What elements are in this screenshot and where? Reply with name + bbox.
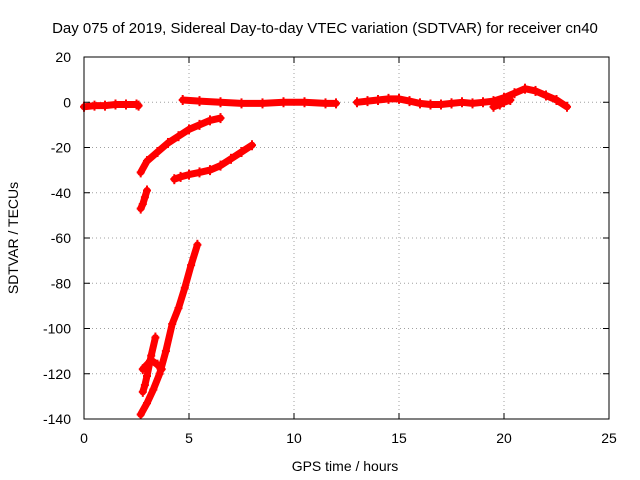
series-line <box>490 96 514 111</box>
x-tick-label: 20 <box>496 430 512 446</box>
y-tick-label: -100 <box>43 321 71 337</box>
y-axis-label: SDTVAR / TECUs <box>5 182 21 294</box>
series-line <box>137 241 201 418</box>
y-tick-label: -40 <box>51 185 71 201</box>
x-tick-label: 10 <box>286 430 302 446</box>
series-line <box>353 95 455 108</box>
series-8 <box>178 94 340 109</box>
series-7 <box>138 332 160 397</box>
series-4 <box>170 140 256 185</box>
x-tick-label: 0 <box>80 430 88 446</box>
series-11 <box>489 94 515 112</box>
y-tick-label: -80 <box>51 275 71 291</box>
x-axis-label: GPS time / hours <box>292 458 399 474</box>
y-tick-label: -120 <box>43 366 71 382</box>
series-3 <box>136 185 151 214</box>
y-tick-label: -20 <box>51 140 71 156</box>
y-tick-label: -140 <box>43 411 71 427</box>
series-5 <box>136 239 202 420</box>
y-tick-label: 20 <box>55 49 71 65</box>
axis-ticks: 0 5 10 15 20 25 -140 -120 -100 -80 -60 -40 -20 0 20 <box>43 49 617 446</box>
series-2 <box>136 113 225 178</box>
x-tick-label: 15 <box>391 430 407 446</box>
y-tick-label: 0 <box>63 94 71 110</box>
x-tick-label: 5 <box>185 430 193 446</box>
series-group <box>80 83 571 420</box>
series-1 <box>80 99 143 112</box>
y-tick-label: -60 <box>51 230 71 246</box>
x-tick-label: 25 <box>601 430 617 446</box>
series-9 <box>353 93 456 110</box>
series-line <box>137 187 151 213</box>
series-line <box>137 114 224 176</box>
chart-title: Day 075 of 2019, Sidereal Day-to-day VTE… <box>52 20 598 37</box>
